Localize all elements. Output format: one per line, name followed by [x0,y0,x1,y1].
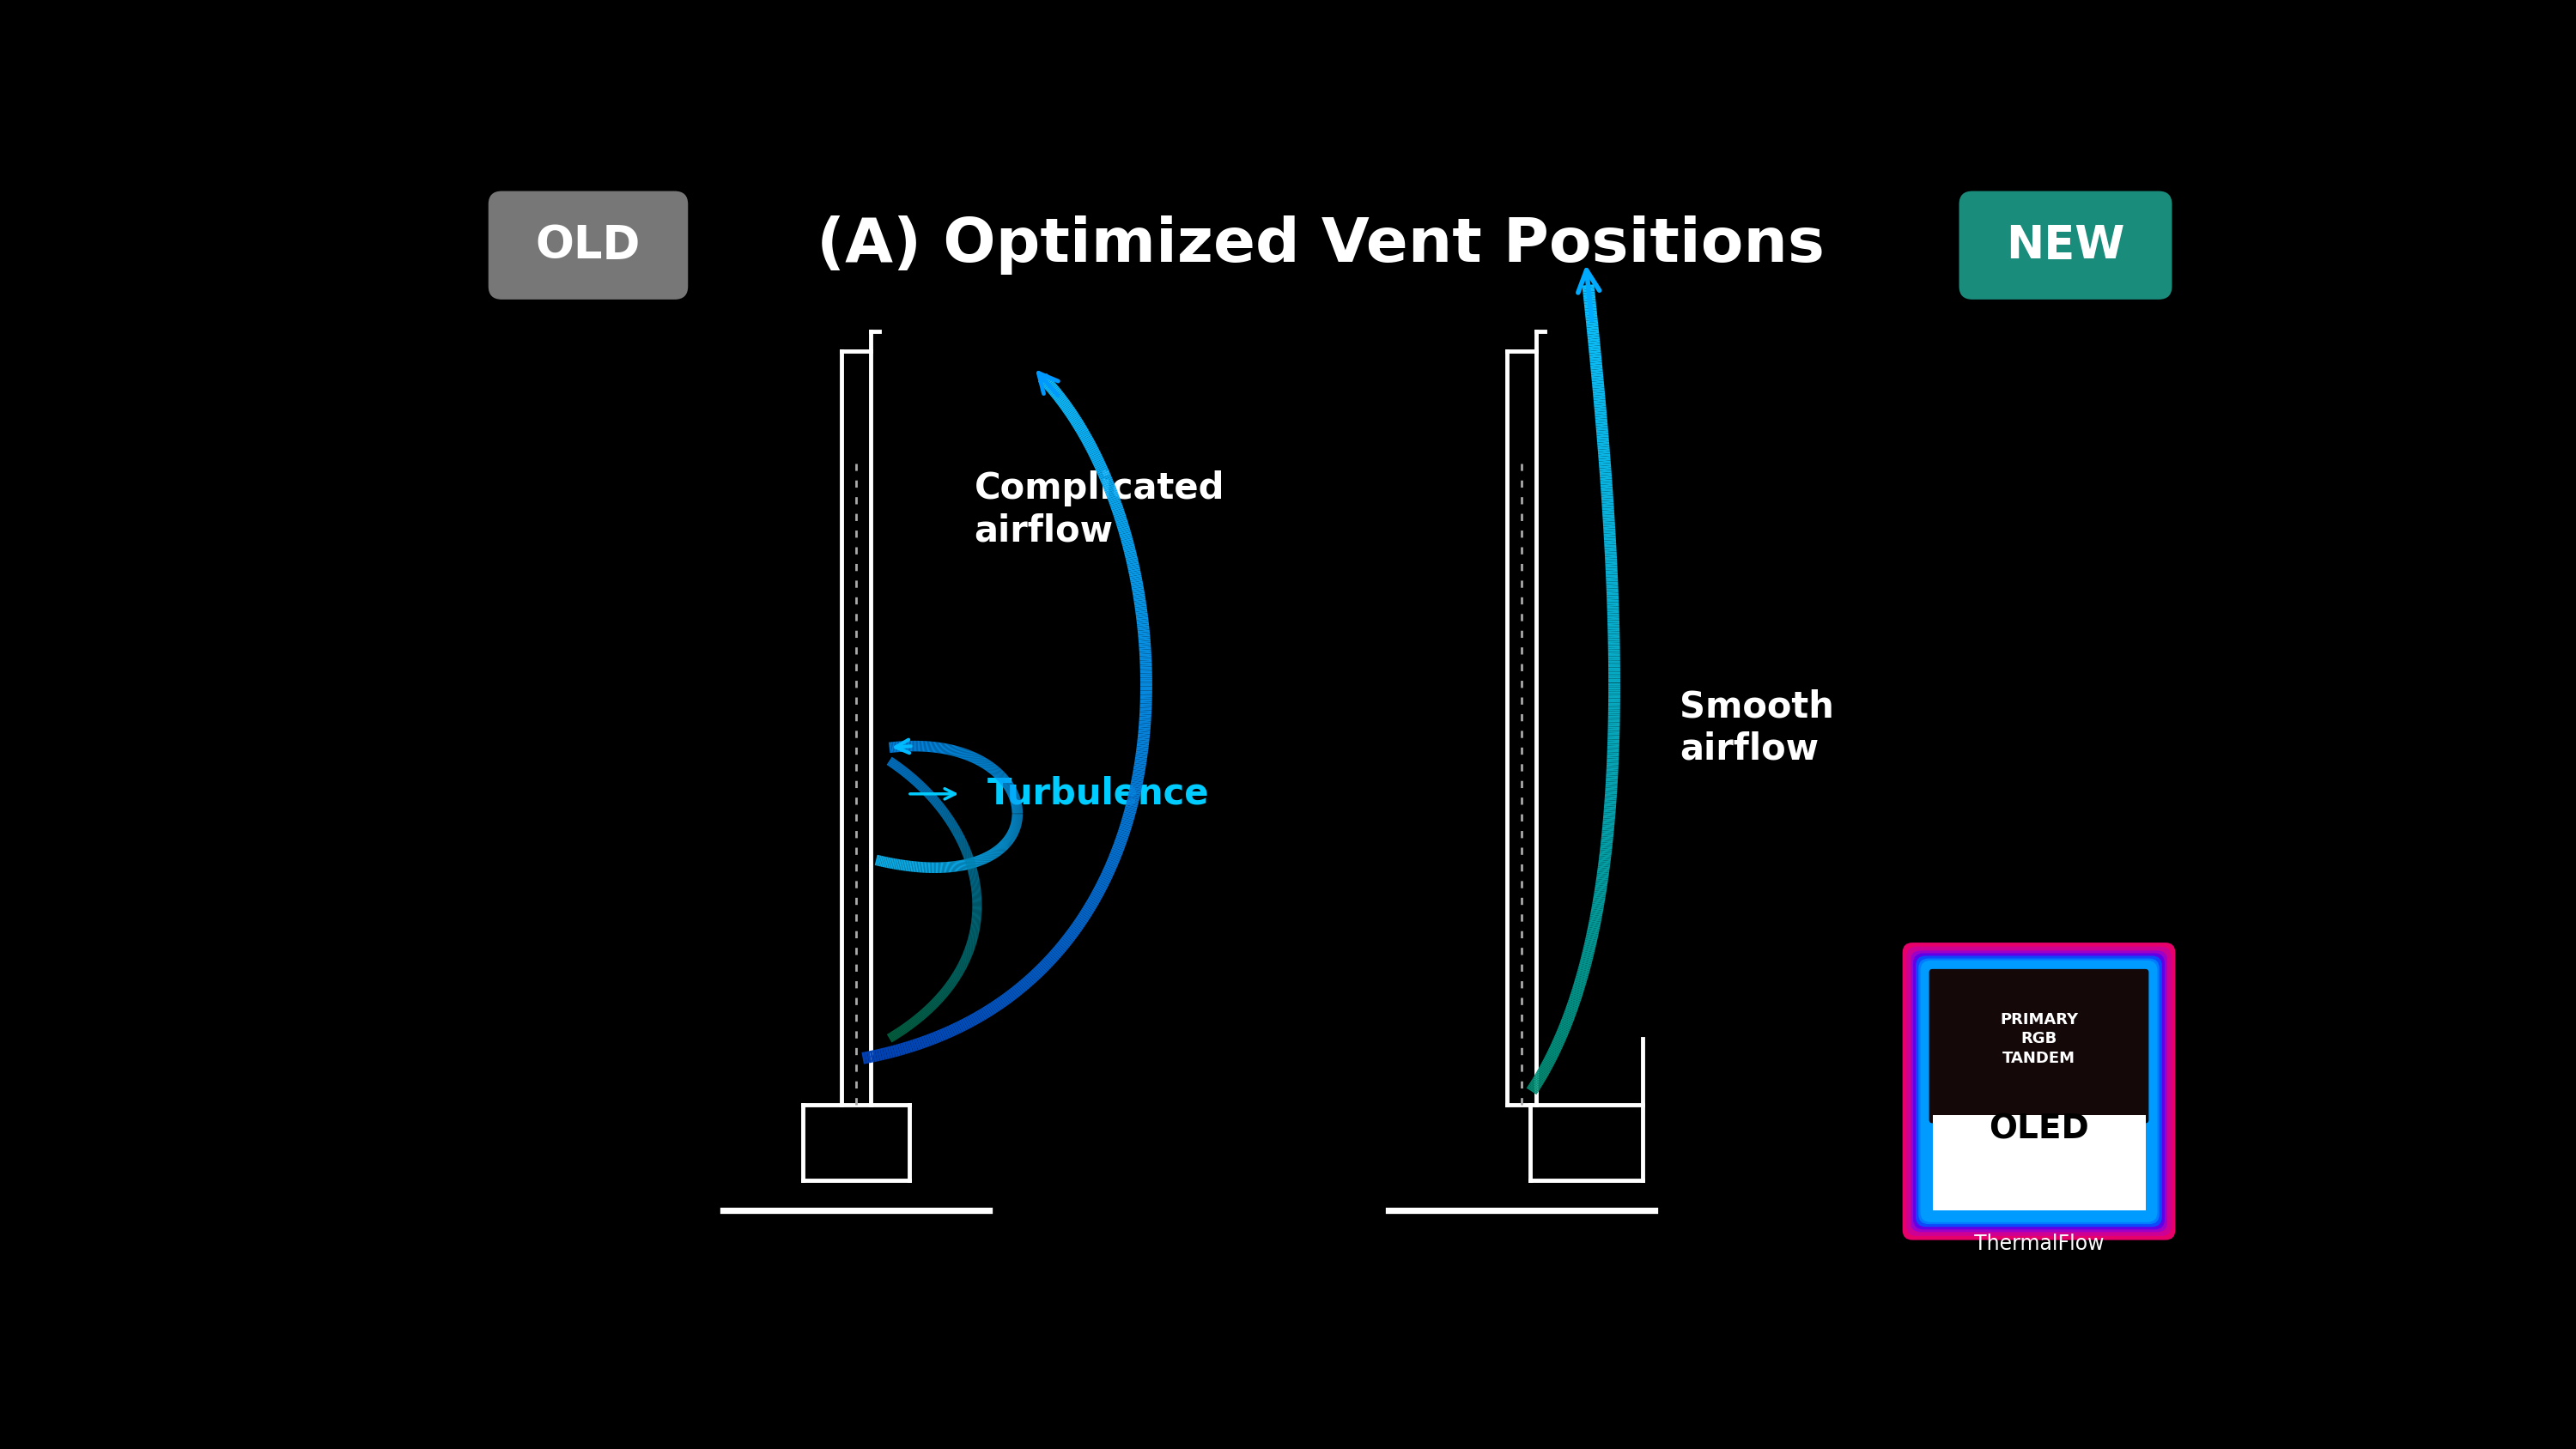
Text: OLED: OLED [1989,1113,2089,1146]
FancyBboxPatch shape [1906,946,2172,1236]
Text: (A) Optimized Vent Positions: (A) Optimized Vent Positions [817,216,1824,275]
FancyBboxPatch shape [1914,953,2164,1229]
FancyBboxPatch shape [1932,1116,2146,1210]
FancyBboxPatch shape [489,191,688,300]
FancyBboxPatch shape [1922,961,2156,1222]
Text: Complicated
airflow: Complicated airflow [974,471,1224,549]
FancyBboxPatch shape [1904,943,2174,1240]
FancyBboxPatch shape [1929,969,2148,1123]
FancyBboxPatch shape [1958,191,2172,300]
FancyBboxPatch shape [1919,958,2159,1224]
Text: NEW: NEW [2007,223,2125,268]
FancyBboxPatch shape [1917,956,2161,1227]
Text: ThermalFlow: ThermalFlow [1973,1233,2105,1253]
Text: OLD: OLD [536,223,641,268]
Text: PRIMARY
RGB
TANDEM: PRIMARY RGB TANDEM [1999,1013,2079,1066]
Text: Smooth
airflow: Smooth airflow [1680,688,1834,767]
Text: Turbulence: Turbulence [987,775,1211,811]
FancyBboxPatch shape [1911,951,2166,1232]
